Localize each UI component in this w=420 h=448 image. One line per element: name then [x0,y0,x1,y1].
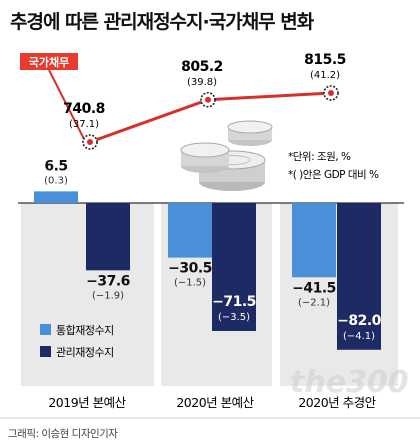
bar-managed [212,203,256,331]
bar-gdp-label: (−1.9) [92,290,124,301]
debt-line-layer: 740.8 (37.1) 805.2 (39.8) 815.5 (41.2) [48,52,346,150]
legend-label-integrated: 통합재정수지 [56,324,114,337]
category-tick-label: 2020년 본예산 [176,395,254,410]
debt-point-center [328,90,334,96]
debt-point-center [87,139,93,145]
debt-value-label: 740.8 [63,101,105,117]
bar-value-label: 6.5 [44,158,67,174]
bar-value-label: −37.6 [86,273,130,289]
category-tick-label: 2020년 추경안 [298,395,376,410]
gdp-note: *( )안은 GDP 대비 % [288,169,379,181]
coin-stack-icon [180,120,273,191]
legend-swatch-managed [40,346,51,357]
bar-value-label: −71.5 [212,294,256,310]
debt-badge: 국가채무 [20,53,78,70]
debt-gdp-label: (39.8) [187,77,217,88]
bar-integrated [34,191,78,203]
bar-value-label: −82.0 [337,313,382,329]
bar-gdp-label: (−1.5) [174,278,206,289]
debt-value-label: 815.5 [304,52,346,68]
debt-badge-box [20,53,78,70]
debt-value-label: 805.2 [181,59,223,75]
bar-integrated [292,203,336,278]
debt-point-center [205,96,211,103]
bar-value-label: −30.5 [168,261,212,277]
debt-gdp-label: (37.1) [69,119,99,130]
debt-gdp-label: (41.2) [310,70,340,81]
bar-managed [337,203,381,350]
unit-note: *단위: 조원, % [288,150,351,163]
bar-gdp-label: (−2.1) [298,297,330,308]
bar-gdp-label: (−3.5) [218,312,250,323]
legend-swatch-integrated [40,324,51,335]
bar-integrated [168,203,212,258]
chart-title: 추경에 따른 관리재정수지·국가채무 변화 [10,11,314,33]
bar-gdp-label: (0.3) [44,175,68,186]
watermark: the300 [290,365,409,400]
bar-managed [86,203,130,271]
balance-bar-layer: 6.5(0.3)−37.6(−1.9)2019년 본예산−30.5(−1.5)−… [34,158,382,410]
bar-value-label: −41.5 [292,280,336,296]
debt-badge-label: 국가채무 [29,55,69,69]
category-tick-label: 2019년 본예산 [48,395,126,410]
credit: 그래픽: 이승현 디자인기자 [8,428,118,440]
legend: 통합재정수지 관리재정수지 [40,324,114,359]
debt-badge-connector [48,69,85,140]
bar-gdp-label: (−4.1) [343,331,375,342]
legend-label-managed: 관리재정수지 [56,346,114,359]
